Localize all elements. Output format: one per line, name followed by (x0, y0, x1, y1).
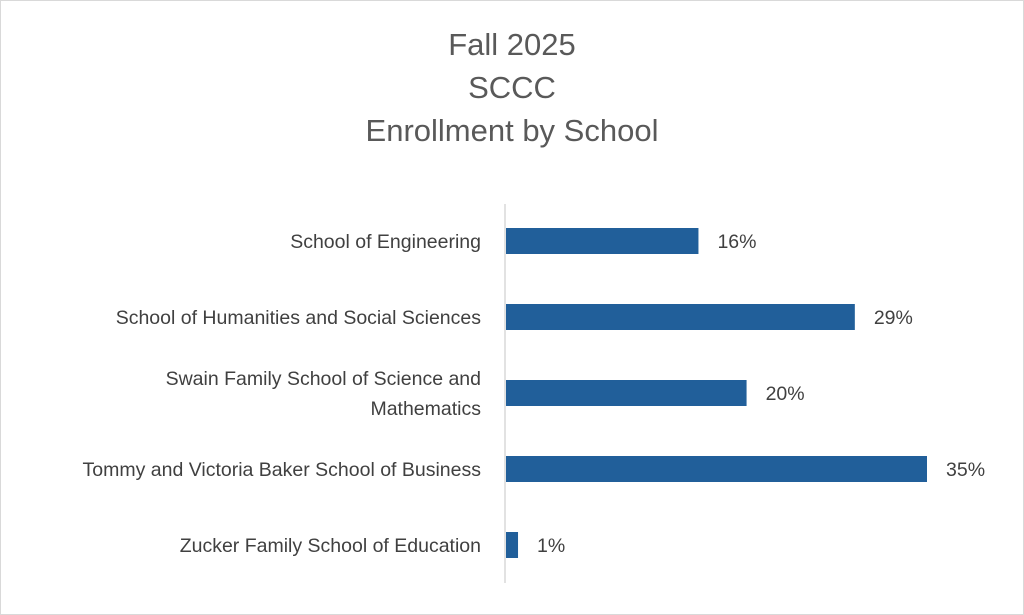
category-label: Tommy and Victoria Baker School of Busin… (83, 459, 482, 481)
title-line: SCCC (468, 70, 556, 105)
chart-title: Fall 2025 SCCC Enrollment by School (1, 23, 1023, 152)
category-label: Swain Family School of Science and (166, 368, 481, 390)
category-label: School of Engineering (290, 231, 481, 253)
bar (506, 380, 747, 406)
data-label: 20% (766, 383, 805, 405)
category-label: Zucker Family School of Education (180, 535, 481, 557)
data-label: 16% (717, 231, 756, 253)
data-label: 1% (537, 535, 565, 557)
bar (506, 456, 927, 482)
category-label: Mathematics (370, 398, 481, 420)
bar (506, 228, 699, 254)
data-label: 35% (946, 459, 985, 481)
title-line: Fall 2025 (448, 27, 576, 62)
data-label: 29% (874, 307, 913, 329)
category-label: School of Humanities and Social Sciences (116, 307, 482, 329)
bar (506, 532, 519, 558)
bar (506, 304, 855, 330)
title-line: Enrollment by School (365, 113, 659, 148)
